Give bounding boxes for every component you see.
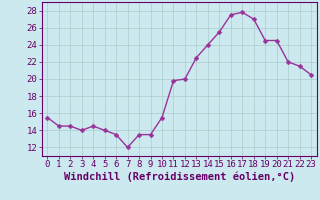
- X-axis label: Windchill (Refroidissement éolien,°C): Windchill (Refroidissement éolien,°C): [64, 172, 295, 182]
